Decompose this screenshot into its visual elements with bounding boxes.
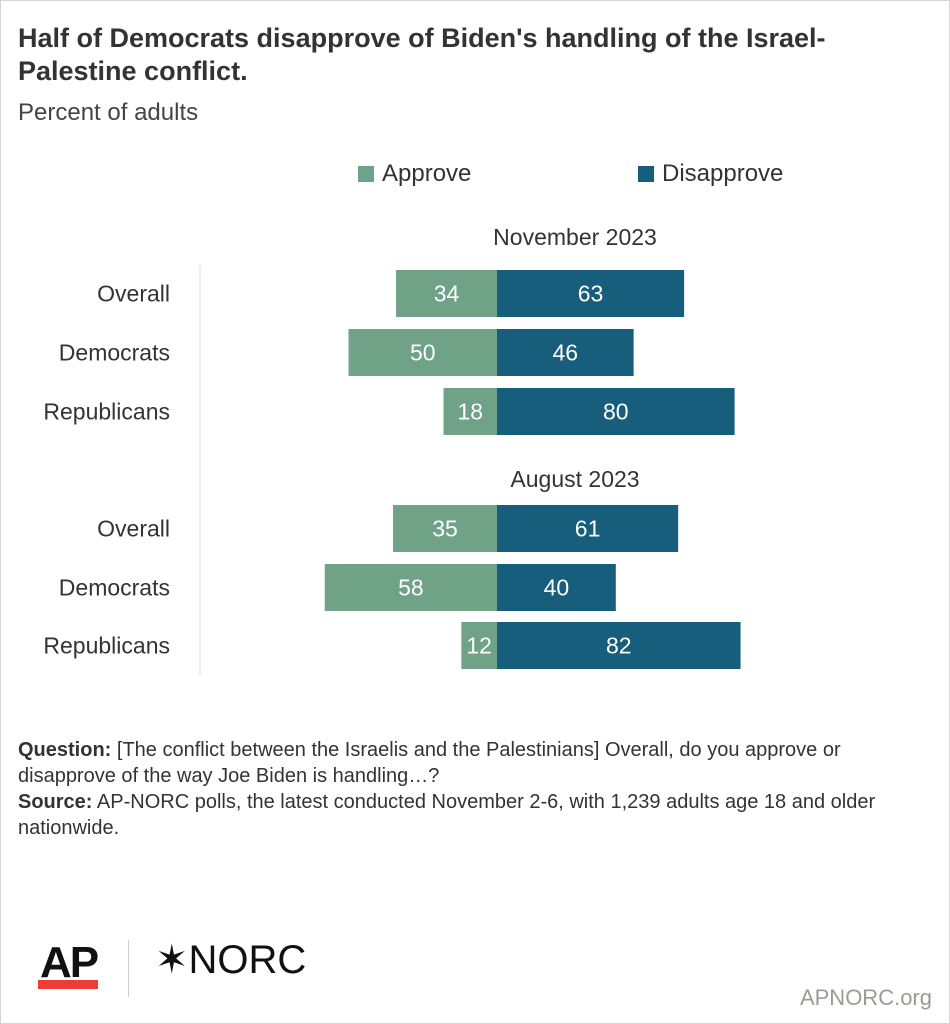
data-label-disapprove: 61: [575, 516, 601, 542]
category-label: Democrats: [59, 340, 170, 366]
legend-label: Disapprove: [662, 160, 784, 187]
category-label: Republicans: [43, 399, 170, 425]
data-label-approve: 12: [466, 633, 492, 659]
chart-plot: November 2023 Overall 34 63 Democrats 50 46 Rep…: [43, 224, 741, 676]
data-label-disapprove: 46: [553, 340, 579, 366]
data-label-disapprove: 80: [603, 399, 629, 425]
category-label: Overall: [97, 516, 170, 542]
chart-subtitle: Percent of adults: [18, 99, 199, 126]
bar-disapprove: [497, 622, 741, 669]
legend-swatch-approve: [358, 166, 374, 182]
bar-approve: [461, 622, 497, 669]
ap-logo: AP: [40, 938, 99, 987]
legend-approve: Approve: [358, 160, 471, 188]
legend-disapprove: Disapprove: [638, 160, 783, 188]
footer-url: APNORC.org: [799, 985, 932, 1010]
bar-disapprove: [497, 270, 685, 317]
bar-approve: [396, 270, 497, 317]
category-label: Democrats: [59, 575, 170, 601]
data-label-approve: 34: [434, 281, 460, 307]
data-label-approve: 35: [432, 516, 458, 542]
data-label-approve: 18: [457, 399, 483, 425]
group-label: November 2023: [493, 224, 657, 250]
source-note: Source: AP-NORC polls, the latest conduc…: [18, 791, 876, 839]
data-label-approve: 58: [398, 575, 424, 601]
group-label: August 2023: [510, 466, 639, 492]
question-note: Question: [The conflict between the Isra…: [18, 739, 841, 787]
bar-approve: [393, 505, 497, 552]
data-label-disapprove: 40: [544, 575, 570, 601]
bar-approve: [348, 329, 497, 376]
bar-approve: [443, 388, 497, 435]
bar-disapprove: [497, 329, 634, 376]
logo-divider: [128, 940, 129, 997]
data-label-approve: 50: [410, 340, 436, 366]
notes: Question: [The conflict between the Isra…: [18, 737, 938, 841]
bar-disapprove: [497, 388, 735, 435]
legend-label: Approve: [382, 160, 472, 187]
data-label-disapprove: 63: [578, 281, 604, 307]
category-label: Republicans: [43, 633, 170, 659]
bar-approve: [324, 564, 497, 611]
chart-title: Half of Democrats disapprove of Biden's …: [18, 23, 826, 86]
bar-disapprove: [497, 564, 616, 611]
legend-swatch-disapprove: [638, 166, 654, 182]
data-label-disapprove: 82: [606, 633, 632, 659]
bar-disapprove: [497, 505, 679, 552]
norc-logo: ✶NORC: [155, 938, 307, 982]
ap-logo-bar: [38, 980, 98, 989]
category-label: Overall: [97, 281, 170, 307]
